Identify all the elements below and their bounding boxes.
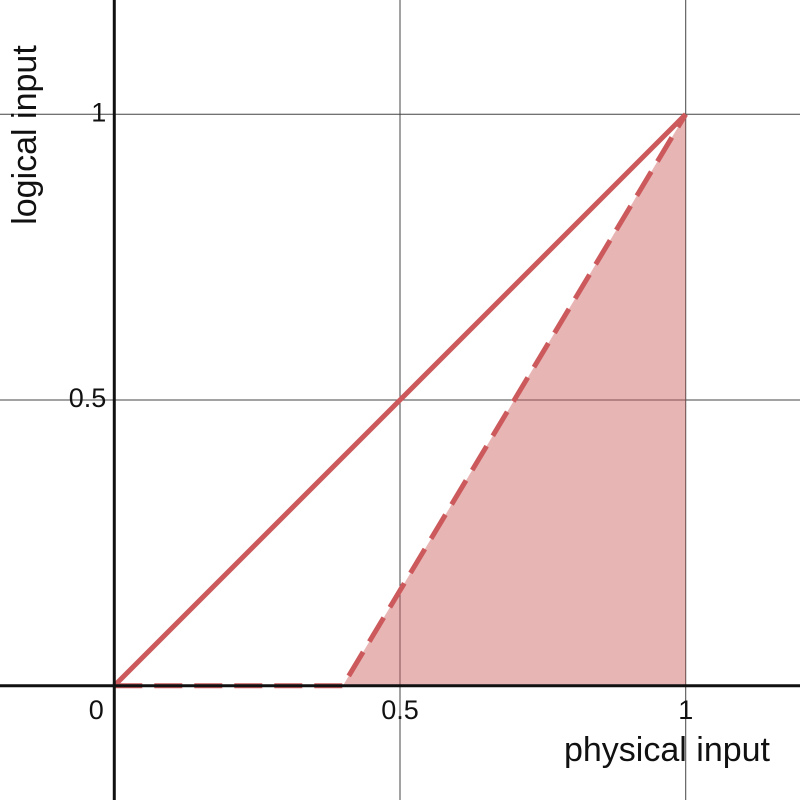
area: [114, 114, 686, 686]
x-tick-label: 0.5: [381, 695, 419, 725]
line: [112, 112, 688, 688]
x-tick-label: 0: [89, 695, 104, 725]
y-tick-label: 1: [91, 97, 106, 127]
y-tick-label: 0.5: [69, 383, 107, 413]
x-axis-title: physical input: [564, 731, 771, 769]
x-tick-label: 1: [678, 695, 693, 725]
y-axis-title: logical input: [6, 45, 44, 225]
